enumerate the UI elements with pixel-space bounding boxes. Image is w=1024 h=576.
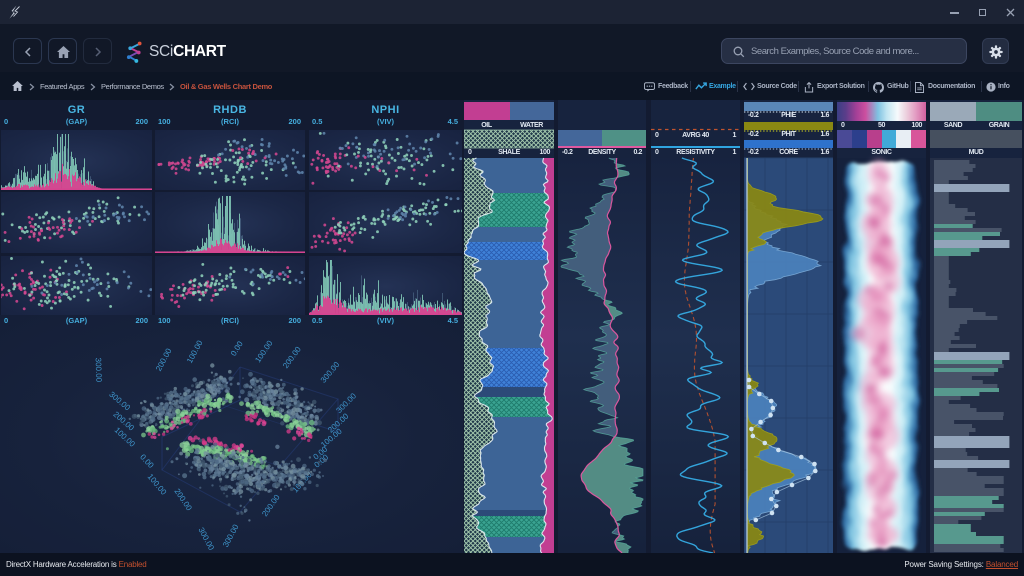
svg-text:300.00: 300.00	[94, 358, 104, 383]
